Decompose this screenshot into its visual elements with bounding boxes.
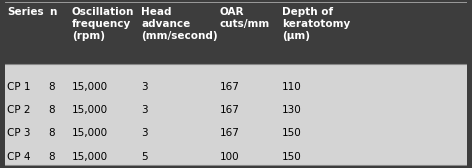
- Text: 8: 8: [49, 82, 55, 92]
- Text: 167: 167: [220, 129, 240, 138]
- Text: 150: 150: [282, 152, 302, 161]
- Text: Depth of
keratotomy
(μm): Depth of keratotomy (μm): [282, 7, 351, 41]
- Text: 8: 8: [49, 105, 55, 115]
- Text: CP 3: CP 3: [7, 129, 31, 138]
- Text: OAR
cuts/mm: OAR cuts/mm: [220, 7, 270, 29]
- Text: Series: Series: [7, 7, 43, 17]
- Text: 110: 110: [282, 82, 302, 92]
- Text: 3: 3: [141, 82, 148, 92]
- Text: 150: 150: [282, 129, 302, 138]
- Text: 100: 100: [220, 152, 239, 161]
- Text: CP 4: CP 4: [7, 152, 31, 161]
- Text: 15,000: 15,000: [72, 82, 108, 92]
- Text: 3: 3: [141, 105, 148, 115]
- Text: 167: 167: [220, 82, 240, 92]
- Text: 15,000: 15,000: [72, 129, 108, 138]
- Text: Head
advance
(mm/second): Head advance (mm/second): [141, 7, 218, 41]
- Text: n: n: [49, 7, 56, 17]
- Text: 8: 8: [49, 129, 55, 138]
- Text: 3: 3: [141, 129, 148, 138]
- Text: 8: 8: [49, 152, 55, 161]
- Text: 5: 5: [141, 152, 148, 161]
- Text: CP 1: CP 1: [7, 82, 31, 92]
- Text: 15,000: 15,000: [72, 105, 108, 115]
- Bar: [5, 64, 467, 166]
- Text: 15,000: 15,000: [72, 152, 108, 161]
- Text: CP 2: CP 2: [7, 105, 31, 115]
- Text: 130: 130: [282, 105, 302, 115]
- Text: Oscillation
frequency
(rpm): Oscillation frequency (rpm): [72, 7, 134, 41]
- Text: 167: 167: [220, 105, 240, 115]
